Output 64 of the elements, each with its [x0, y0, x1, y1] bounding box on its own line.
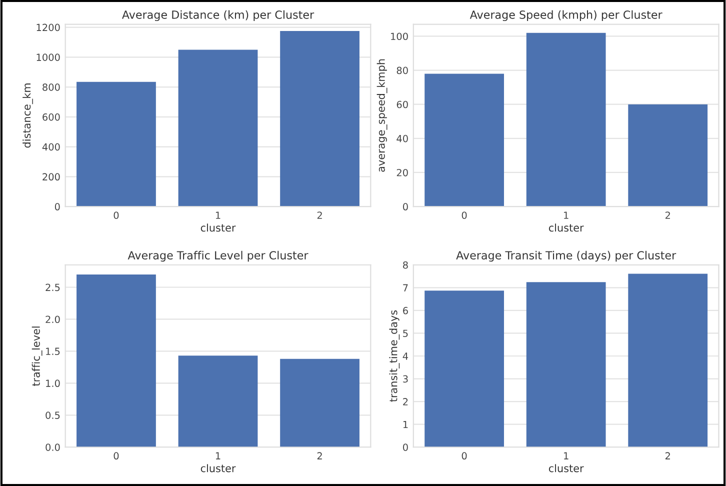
bar — [424, 290, 504, 448]
bar — [526, 282, 606, 448]
x-tick-label: 0 — [114, 212, 119, 219]
chart-title: Average Transit Time (days) per Cluster — [456, 250, 676, 262]
y-axis-title: transit_time_days — [389, 310, 400, 402]
x-axis-title: cluster — [200, 464, 236, 472]
x-tick-label: 1 — [564, 452, 568, 460]
bar — [628, 274, 708, 448]
x-tick-label: 2 — [665, 452, 670, 460]
y-tick-label: 200 — [42, 173, 60, 181]
bar — [526, 32, 606, 207]
bar — [178, 356, 258, 448]
y-tick-label: 0 — [403, 203, 408, 210]
x-tick-label: 2 — [317, 212, 322, 219]
x-tick-label: 1 — [216, 212, 220, 219]
y-tick-label: 0 — [54, 203, 60, 210]
y-axis-title: traffic_level — [32, 326, 42, 386]
x-axis-title: cluster — [548, 464, 584, 472]
y-tick-label: 8 — [403, 261, 408, 269]
x-tick-label: 2 — [317, 452, 322, 460]
y-tick-label: 1.0 — [46, 380, 60, 388]
y-tick-label: 1200 — [36, 24, 60, 32]
y-tick-label: 100 — [391, 32, 408, 40]
y-tick-label: 40 — [396, 134, 408, 142]
chart-title: Average Speed (kmph) per Cluster — [470, 10, 662, 22]
y-tick-label: 80 — [396, 66, 408, 74]
bar — [280, 358, 360, 448]
bar — [76, 82, 156, 207]
y-tick-label: 4 — [402, 352, 408, 360]
y-tick-label: 0.5 — [46, 412, 60, 419]
y-tick-label: 3 — [403, 375, 408, 383]
y-tick-label: 7 — [403, 284, 408, 292]
y-tick-label: 1 — [403, 420, 408, 428]
y-tick-label: 6 — [403, 306, 408, 314]
bar — [76, 274, 156, 448]
x-tick-label: 0 — [462, 452, 467, 460]
bar — [178, 50, 258, 207]
y-tick-label: 0 — [403, 444, 408, 451]
bar — [424, 74, 504, 207]
y-tick-label: 600 — [42, 113, 60, 121]
y-tick-label: 1.5 — [46, 348, 60, 356]
y-tick-label: 60 — [396, 100, 408, 108]
x-axis-title: cluster — [200, 224, 236, 232]
x-tick-label: 1 — [216, 452, 220, 460]
chart-title: Average Traffic Level per Cluster — [128, 250, 308, 262]
chart-title: Average Distance (km) per Cluster — [122, 10, 314, 22]
x-tick-label: 0 — [114, 452, 119, 460]
y-tick-label: 20 — [396, 168, 408, 176]
y-axis-title: distance_km — [22, 84, 33, 148]
bar — [628, 104, 708, 207]
y-tick-label: 800 — [42, 84, 60, 91]
y-axis-title: average_speed_kmph — [376, 59, 388, 172]
y-tick-label: 2.5 — [46, 284, 60, 292]
x-tick-label: 1 — [564, 212, 568, 219]
x-tick-label: 2 — [665, 212, 670, 219]
x-axis-title: cluster — [548, 224, 584, 232]
y-tick-label: 2.0 — [46, 316, 60, 324]
y-tick-label: 2 — [403, 398, 408, 406]
y-tick-label: 1000 — [36, 54, 60, 61]
y-tick-label: 5 — [403, 330, 408, 338]
x-tick-label: 0 — [462, 212, 467, 219]
bar — [280, 31, 360, 207]
y-tick-label: 400 — [42, 143, 60, 151]
y-tick-label: 0.0 — [46, 444, 60, 451]
